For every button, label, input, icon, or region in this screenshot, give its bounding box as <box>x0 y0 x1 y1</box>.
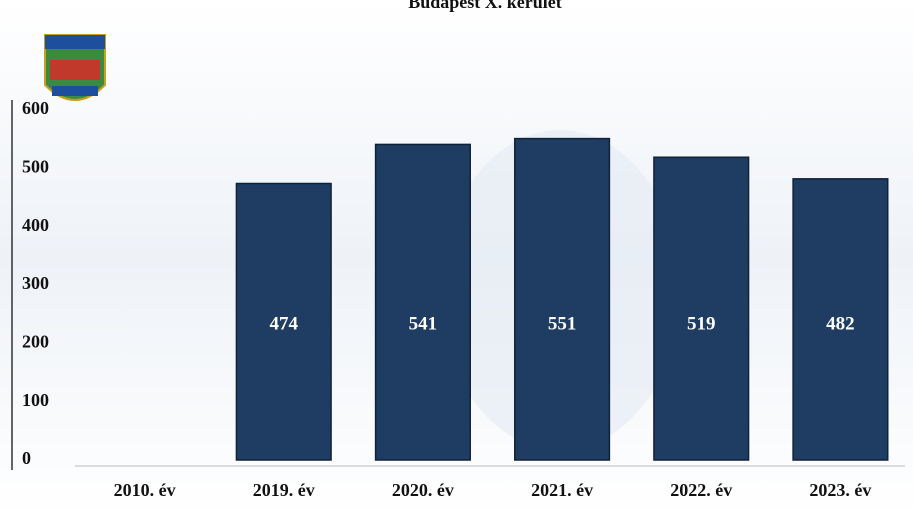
chart-title: Budapest X. kerület <box>408 0 562 12</box>
value-label: 474 <box>270 313 299 334</box>
y-tick-label: 400 <box>22 215 49 235</box>
bar <box>374 143 471 461</box>
logo <box>44 34 106 101</box>
bar <box>792 178 889 461</box>
value-label: 551 <box>548 313 577 334</box>
bar <box>235 182 332 461</box>
y-tick-label: 500 <box>22 156 49 176</box>
x-tick-label: 2023. év <box>809 480 871 500</box>
x-tick-label: 2022. év <box>670 480 732 500</box>
y-tick-label: 200 <box>22 331 49 351</box>
bar <box>653 156 750 461</box>
value-label: 482 <box>826 313 855 334</box>
value-label: 519 <box>687 313 716 334</box>
x-tick-label: 2021. év <box>531 480 593 500</box>
bar <box>514 137 611 461</box>
y-tick-label: 100 <box>22 390 49 410</box>
y-tick-label: 600 <box>22 98 49 118</box>
x-tick-label: 2019. év <box>253 480 315 500</box>
x-tick-label: 2010. év <box>114 480 176 500</box>
value-label: 541 <box>409 313 438 334</box>
y-tick-label: 300 <box>22 273 49 293</box>
x-tick-label: 2020. év <box>392 480 454 500</box>
y-tick-label: 0 <box>22 448 31 468</box>
